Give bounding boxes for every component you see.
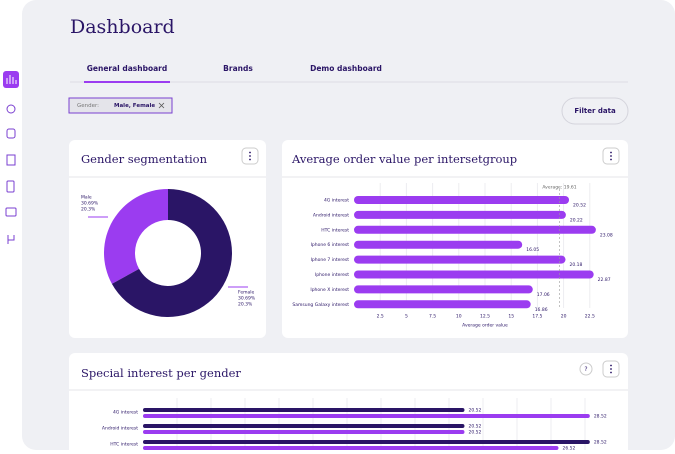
nav-icon[interactable] — [6, 180, 15, 193]
x-tick-label: 15 — [508, 314, 514, 320]
value-label: 20.22 — [570, 217, 583, 223]
x-axis-label: Average order value — [462, 323, 508, 329]
filter-value: Male, Female — [114, 103, 155, 109]
card: Special interest per gender — [69, 353, 628, 454]
x-tick-label: 22.5 — [585, 314, 595, 320]
value-label: 22.87 — [598, 277, 611, 283]
category-label: Android interest — [102, 426, 138, 432]
filter-label: Gender: — [77, 103, 99, 109]
x-tick-label: 2.5 — [377, 314, 384, 320]
icon-glyph — [6, 75, 17, 84]
category-label: HTC interest — [321, 227, 349, 233]
bar — [143, 430, 465, 434]
category-label: 4G interest — [113, 410, 138, 416]
card-bg — [69, 353, 628, 454]
value-label: 20.52 — [573, 203, 586, 209]
slice-annotation: 30.69% — [81, 201, 99, 207]
bar — [143, 408, 465, 412]
bar — [354, 225, 596, 234]
x-tick-label: 20 — [561, 314, 567, 320]
bar — [354, 196, 570, 204]
nav-icon-active[interactable] — [3, 71, 19, 88]
bar — [354, 240, 523, 249]
card-title: Average order value per intersetgroup — [291, 152, 517, 166]
nav-icon[interactable] — [7, 235, 15, 244]
category-label: Samsung Galaxy interest — [292, 302, 349, 308]
value-label: 16.05 — [526, 247, 539, 253]
nav-icon[interactable] — [5, 207, 17, 217]
pie-slice — [104, 189, 168, 284]
x-tick-label: 12.5 — [480, 314, 490, 320]
value-label: 28.52 — [594, 414, 607, 420]
x-tick-label: 17.5 — [532, 314, 542, 320]
tab[interactable]: Demo dashboard — [310, 64, 382, 73]
bar — [354, 255, 566, 264]
category-label: Android interest — [313, 212, 349, 218]
category-label: Iphone 7 interest — [311, 257, 350, 263]
x-tick-label: 10 — [456, 314, 462, 320]
bar — [354, 210, 566, 219]
value-label: 20.52 — [468, 430, 481, 436]
category-label: Iphone 6 interest — [311, 242, 350, 248]
category-label: Iphone X interest — [310, 287, 349, 293]
nav-icon[interactable] — [6, 128, 16, 139]
bar — [354, 300, 531, 309]
slice-label: Male — [81, 195, 92, 201]
slice-label: Female — [238, 290, 255, 296]
menu-dots — [249, 151, 612, 374]
filter-button[interactable] — [561, 97, 629, 125]
average-label: Average: 19.61 — [542, 185, 576, 191]
bar — [143, 424, 465, 428]
value-label: 17.06 — [537, 292, 550, 298]
filter-chip — [68, 97, 173, 114]
page-title: Dashboard — [70, 16, 175, 38]
x-tick-label: 5 — [405, 314, 408, 320]
value-label: 20.18 — [569, 262, 582, 268]
sidebar — [3, 71, 19, 244]
x-tick-label: 7.5 — [429, 314, 436, 320]
nav-icon[interactable] — [6, 154, 16, 166]
bar — [143, 440, 590, 444]
bar — [354, 270, 594, 279]
slice-annotation: 20.3% — [238, 302, 253, 308]
pie-slice — [111, 189, 233, 317]
help-button[interactable] — [579, 362, 593, 376]
tab[interactable]: Brands — [223, 64, 253, 73]
value-label: 16.86 — [535, 307, 548, 313]
nav-icon[interactable] — [6, 104, 16, 114]
value-label: 23.08 — [600, 232, 613, 238]
card-title: Special interest per gender — [81, 366, 241, 380]
value-label: 26.52 — [562, 446, 575, 451]
bar — [143, 414, 590, 418]
value-label: 20.52 — [468, 424, 481, 430]
category-label: 4G interest — [324, 198, 349, 204]
category-label: HTC interest — [110, 442, 138, 448]
category-label: Iphone interest — [315, 272, 349, 278]
tab[interactable]: General dashboard — [87, 64, 168, 73]
help-glyph: ? — [584, 366, 587, 373]
value-label: 28.52 — [594, 440, 607, 446]
chip-remove[interactable] — [158, 102, 165, 109]
slice-annotation: 30.69% — [238, 296, 256, 302]
filter-button-label: Filter data — [574, 107, 616, 115]
slice-annotation: 20.3% — [81, 207, 96, 213]
bar — [354, 285, 533, 294]
bar — [143, 446, 559, 450]
card-title: Gender segmentation — [81, 152, 208, 166]
value-label: 20.52 — [468, 408, 481, 414]
